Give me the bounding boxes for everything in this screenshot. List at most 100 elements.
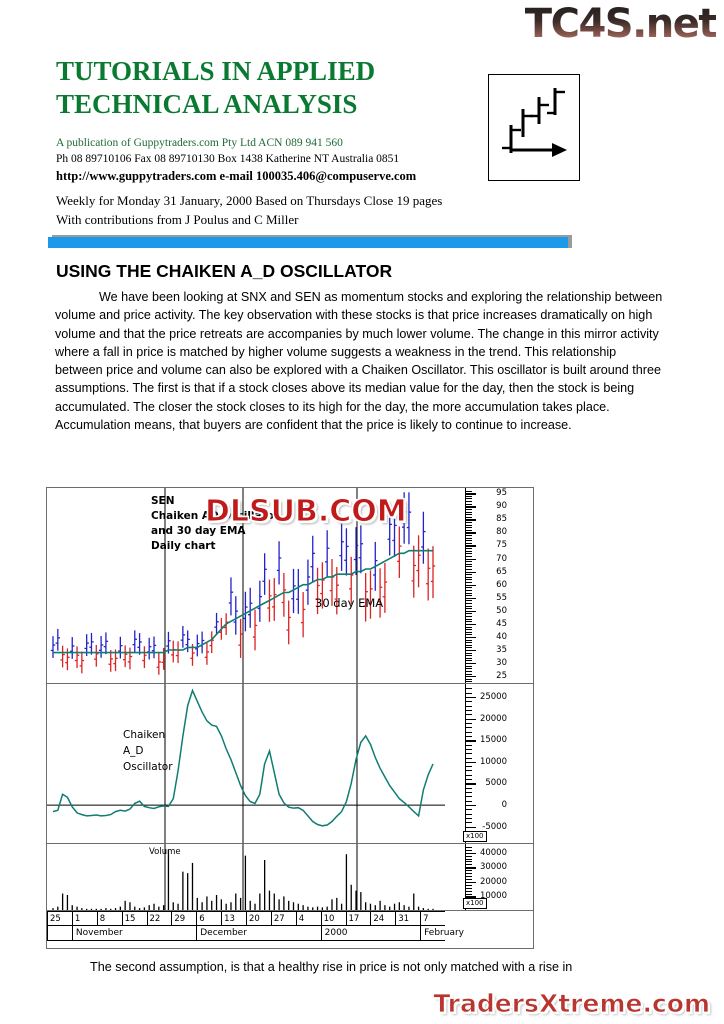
oscillator-plot-area: Chaiken A_D Oscillator [47, 684, 445, 843]
axis-major-tick [465, 867, 476, 869]
axis-minor-tick [465, 490, 472, 492]
axis-minor-tick [465, 766, 472, 768]
axis-major-tick [465, 740, 476, 742]
page-title: TUTORIALS IN APPLIED TECHNICAL ANALYSIS [56, 55, 476, 121]
axis-major-tick [465, 545, 476, 547]
axis-minor-tick [465, 495, 472, 497]
price-series-svg [50, 488, 436, 683]
axis-minor-tick [465, 735, 472, 737]
axis-minor-tick [465, 787, 472, 789]
axis-minor-tick [465, 634, 472, 636]
axis-tick-label: 40 [496, 631, 507, 642]
axis-tick-label: 15000 [479, 735, 507, 746]
axis-minor-tick [465, 792, 472, 794]
axis-minor-tick [465, 613, 472, 615]
article-body: We have been looking at SNX and SEN as m… [55, 288, 663, 434]
axis-minor-tick [465, 890, 472, 892]
axis-minor-tick [465, 670, 472, 672]
axis-major-tick [465, 896, 476, 898]
axis-minor-tick [465, 849, 472, 851]
axis-minor-tick [465, 508, 472, 510]
axis-major-tick [465, 623, 476, 626]
web-email-line[interactable]: http://www.guppytraders.com e-mail 10003… [56, 168, 417, 183]
axis-major-tick [465, 696, 476, 699]
month-cell: 2000 [320, 926, 421, 940]
oscillator-label-line-1: A_D [123, 744, 144, 757]
axis-major-tick [465, 532, 476, 534]
chart-panel-volume: Volume 40000 30000 20000 10000 x100 [47, 844, 533, 911]
axis-tick-label: 70 [496, 553, 507, 564]
axis-minor-tick [465, 818, 472, 820]
axis-major-tick [465, 761, 476, 764]
axis-minor-tick [465, 855, 472, 857]
axis-tick-label: 20000 [479, 876, 507, 887]
axis-minor-tick [465, 779, 472, 781]
price-plot-area: SEN Chaiken AD Oscillator and 30 day EMA… [47, 488, 445, 683]
site-logo: TC4S.net [524, 1, 718, 47]
month-cell [47, 926, 72, 940]
axis-tick-label: 40000 [479, 847, 507, 858]
axis-minor-tick [465, 657, 472, 659]
page-title-line2: TECHNICAL ANALYSIS [56, 88, 358, 119]
axis-minor-tick [465, 876, 472, 878]
chart-panel-price: SEN Chaiken AD Oscillator and 30 day EMA… [47, 488, 533, 684]
axis-tick-label: 65 [496, 566, 507, 577]
axis-major-tick [465, 881, 476, 884]
date-tick-cell: 22 [146, 912, 172, 926]
bar-chart-uptrend-icon [502, 88, 567, 157]
axis-minor-tick [465, 579, 472, 581]
divider-bar [48, 237, 568, 248]
axis-minor-tick [465, 501, 472, 503]
page-title-line1: TUTORIALS IN APPLIED [56, 56, 376, 86]
axis-minor-tick [465, 616, 472, 618]
axis-minor-tick [465, 608, 472, 610]
axis-minor-tick [465, 600, 472, 602]
axis-minor-tick [465, 647, 472, 649]
date-tick-cell: 8 [96, 912, 122, 926]
publisher-line: A publication of Guppytraders.com Pty Lt… [56, 137, 343, 149]
axis-minor-tick [465, 709, 472, 711]
axis-minor-tick [465, 618, 472, 620]
divider [48, 233, 572, 249]
axis-minor-tick [465, 527, 472, 529]
axis-minor-tick [465, 813, 472, 815]
axis-major-tick [465, 584, 476, 586]
axis-minor-tick [465, 714, 472, 716]
axis-minor-tick [465, 602, 472, 604]
issue-line-2: With contributions from J Poulus and C M… [56, 211, 299, 227]
axis-minor-tick [465, 884, 472, 886]
date-tick-cell: 10 [320, 912, 346, 926]
price-axis: 95 90 85 80 75 70 65 60 55 50 45 40 35 30 25 [445, 488, 533, 683]
axis-major-tick [465, 493, 476, 495]
date-tick-cell: 13 [221, 912, 246, 926]
axis-major-tick [465, 718, 476, 720]
oscillator-label-line-0: Chaiken [123, 729, 166, 741]
article-heading: USING THE CHAIKEN A_D OSCILLATOR [56, 261, 393, 281]
axis-minor-tick [465, 668, 472, 670]
chart-title-line-1: Chaiken AD Oscillator [151, 509, 280, 522]
axis-minor-tick [465, 582, 472, 584]
issue-line-1: Weekly for Monday 31 January, 2000 Based… [56, 193, 443, 208]
article-body-text: We have been looking at SNX and SEN as m… [55, 290, 663, 432]
axis-minor-tick [465, 529, 472, 531]
axis-major-tick [465, 852, 476, 855]
axis-minor-tick [465, 861, 472, 863]
axis-minor-tick [465, 574, 472, 576]
axis-tick-label: 85 [496, 514, 507, 525]
axis-minor-tick [465, 796, 472, 798]
date-tick-cell: 24 [370, 912, 395, 926]
logo-box [488, 74, 580, 181]
axis-minor-tick [465, 511, 472, 513]
oscillator-axis: 25000 20000 15000 10000 5000 0 -5000 x100 [445, 684, 533, 843]
axis-tick-label: 10000 [479, 891, 507, 902]
axis-major-tick [465, 519, 476, 521]
axis-tick-label: 30 [496, 658, 507, 669]
axis-minor-tick [465, 893, 472, 895]
issue-info: Weekly for Monday 31 January, 2000 Based… [56, 192, 526, 230]
chart-title-line-2: and 30 day EMA [151, 524, 246, 537]
axis-tick-label: 0 [501, 800, 507, 811]
axis-minor-tick [465, 731, 472, 733]
date-tick-cell: 20 [246, 912, 271, 926]
axis-minor-tick [465, 681, 472, 683]
contact-line: Ph 08 89710106 Fax 08 89710130 Box 1438 … [56, 153, 400, 166]
